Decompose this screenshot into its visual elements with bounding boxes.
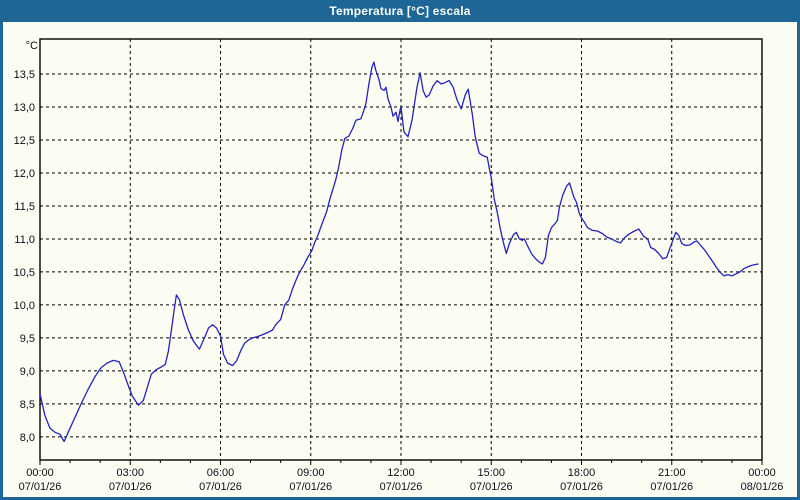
y-tick-label: 13,5 <box>14 69 35 81</box>
series-line-temperatura <box>39 61 759 443</box>
x-tick-date: 08/01/26 <box>741 481 784 493</box>
y-tick-label: 11,5 <box>14 201 35 213</box>
window-title-bar: Temperatura [°C] escala <box>0 0 800 22</box>
y-tick-label: 8,5 <box>20 399 35 411</box>
x-tick-time: 18:00 <box>568 467 596 479</box>
x-tick-time: 15:00 <box>477 467 505 479</box>
x-tick-date: 07/01/26 <box>109 481 152 493</box>
y-tick-label: 12,0 <box>14 168 35 180</box>
x-tick-time: 06:00 <box>207 467 235 479</box>
x-tick-time: 00:00 <box>748 467 776 479</box>
window-title: Temperatura [°C] escala <box>329 4 471 18</box>
x-tick-time: 21:00 <box>658 467 686 479</box>
x-tick-date: 07/01/26 <box>650 481 693 493</box>
x-tick-time: 12:00 <box>387 467 415 479</box>
window-border-right <box>797 0 800 500</box>
y-tick-label: 10,0 <box>14 300 35 312</box>
window-border-bottom <box>0 497 800 500</box>
x-tick-date: 07/01/26 <box>19 481 62 493</box>
x-tick-time: 03:00 <box>116 467 144 479</box>
y-tick-label: 11,0 <box>14 234 35 246</box>
y-tick-label: 10,5 <box>14 267 35 279</box>
x-tick-time: 00:00 <box>26 467 54 479</box>
x-tick-date: 07/01/26 <box>380 481 423 493</box>
x-tick-date: 07/01/26 <box>199 481 242 493</box>
x-tick-date: 07/01/26 <box>289 481 332 493</box>
y-tick-label: 9,5 <box>20 333 35 345</box>
y-tick-label: 8,0 <box>20 432 35 444</box>
y-tick-label: 12,5 <box>14 135 35 147</box>
y-tick-label: 13,0 <box>14 102 35 114</box>
x-tick-time: 09:00 <box>297 467 325 479</box>
y-tick-label: 9,0 <box>20 366 35 378</box>
window-border-left <box>0 0 3 500</box>
y-axis-unit-label: °C <box>26 40 38 52</box>
x-tick-date: 07/01/26 <box>560 481 603 493</box>
x-tick-date: 07/01/26 <box>470 481 513 493</box>
